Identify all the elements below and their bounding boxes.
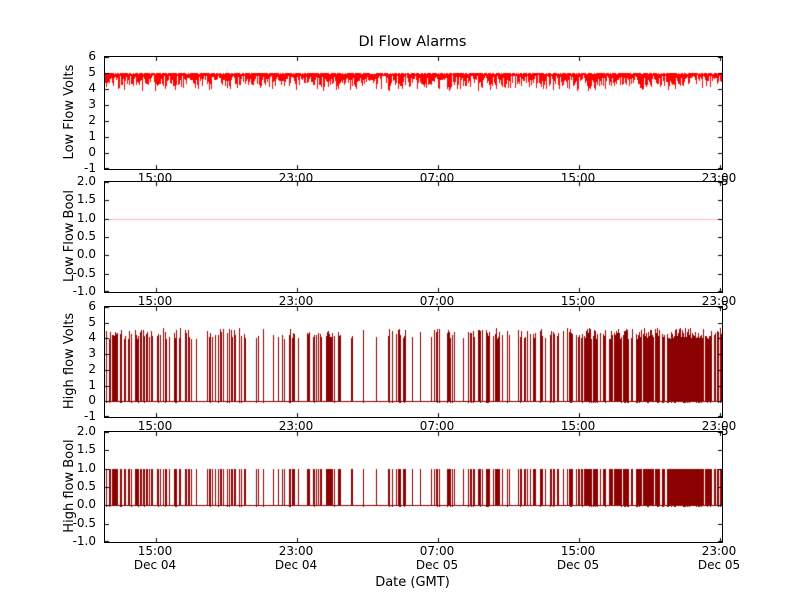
right-edge-label: 5 [721,424,729,438]
ytick-label: 0 [88,145,96,159]
ytick-label: 2.0 [76,174,96,188]
right-edge-label: 5 [721,299,729,313]
ytick-label: 1.5 [76,192,96,206]
date-label: Dec 05 [415,558,459,572]
xtick-label: 07:00 [419,171,455,185]
ytick-label: 2 [88,113,96,127]
ytick-label: 6 [88,299,96,313]
xtick-label: 23:00 [278,171,314,185]
xtick-label: 15:00 [560,171,596,185]
xtick-label: 15:00 [137,419,173,433]
right-edge-label: 5 [721,174,729,188]
ytick-label: 4 [88,330,96,344]
xtick-label: 15:00 [137,294,173,308]
date-label: Dec 04 [133,558,177,572]
ytick-label: 1.0 [76,211,96,225]
ytick-label: 1 [88,129,96,143]
xtick-label: 23:00 [278,294,314,308]
ytick-label: 2.0 [76,424,96,438]
subplot-high-flow-bool [104,431,723,543]
ytick-label: 1 [88,378,96,392]
ytick-label: 0.5 [76,229,96,243]
xtick-label: 23:00 [701,171,737,185]
ytick-label: 2 [88,362,96,376]
date-label: Dec 04 [274,558,318,572]
ytick-label: 5 [88,315,96,329]
xtick-label: 07:00 [419,294,455,308]
x-axis-label: Date (GMT) [375,575,450,590]
ytick-label: 1.0 [76,461,96,475]
ytick-label: 0 [88,393,96,407]
subplot-low-flow-volts [104,56,723,170]
ytick-label: 3 [88,346,96,360]
date-label: Dec 05 [556,558,600,572]
ytick-label: -1 [84,161,96,175]
ytick-label: 0.0 [76,247,96,261]
xtick-label: 07:00 [419,419,455,433]
subplot-high-flow-volts [104,306,723,418]
ytick-label: 4 [88,81,96,95]
ytick-label: -1.0 [72,284,96,298]
xtick-label: 15:00 [137,171,173,185]
ytick-label: 0.0 [76,497,96,511]
xtick-label: 15:00 [560,294,596,308]
ytick-label: 1.5 [76,442,96,456]
ytick-label: 5 [88,65,96,79]
xtick-label: 07:00 [419,544,455,558]
ytick-label: 0.5 [76,479,96,493]
ytick-label: -1.0 [72,534,96,548]
date-label: Dec 05 [697,558,741,572]
ytick-label: -0.5 [72,516,96,530]
xtick-label: 23:00 [701,419,737,433]
chart-title: DI Flow Alarms [358,34,467,50]
ytick-label: -1 [84,409,96,423]
ytick-label: 3 [88,97,96,111]
xtick-label: 23:00 [278,419,314,433]
ytick-label: 6 [88,49,96,63]
xtick-label: 23:00 [701,544,737,558]
xtick-label: 15:00 [137,544,173,558]
xtick-label: 23:00 [278,544,314,558]
ytick-label: -0.5 [72,266,96,280]
xtick-label: 15:00 [560,419,596,433]
xtick-label: 23:00 [701,294,737,308]
subplot-low-flow-bool [104,181,723,293]
xtick-label: 15:00 [560,544,596,558]
